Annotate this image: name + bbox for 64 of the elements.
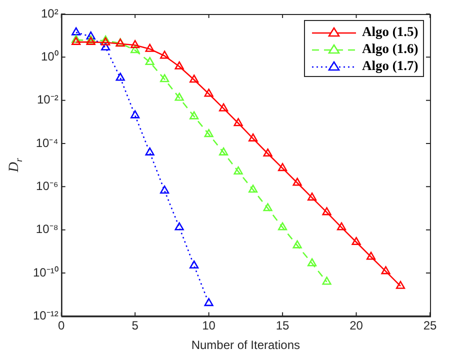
point — [130, 110, 140, 118]
point — [190, 260, 199, 269]
point — [307, 192, 317, 201]
point — [101, 37, 110, 46]
y-tick-label: 10⁻⁸ — [36, 222, 58, 236]
x-tick-label: 5 — [132, 318, 139, 333]
point — [381, 266, 390, 274]
point — [234, 166, 243, 174]
point — [234, 118, 243, 126]
point — [160, 186, 170, 194]
point — [204, 88, 214, 97]
point — [278, 222, 288, 230]
x-tick-label: 0 — [58, 318, 65, 333]
point — [396, 280, 406, 289]
y-tick-label: 10⁰ — [40, 49, 58, 64]
point — [366, 252, 376, 260]
x-tick-label: 20 — [350, 318, 364, 333]
y-tick-label: 10⁻¹² — [33, 308, 58, 323]
point — [101, 42, 110, 50]
legend-label: Algo (1.6) — [362, 40, 418, 56]
y-tick-label: 10² — [41, 6, 58, 20]
point — [174, 61, 184, 70]
point — [145, 44, 154, 52]
point — [322, 276, 332, 285]
point — [86, 31, 96, 40]
point — [292, 240, 302, 248]
y-axis-title: Dr — [7, 158, 25, 174]
point — [204, 298, 214, 306]
point — [352, 236, 361, 246]
point — [248, 184, 258, 193]
point — [263, 203, 272, 212]
point — [72, 36, 81, 45]
point — [72, 27, 81, 36]
point — [219, 103, 228, 112]
point — [190, 111, 199, 120]
point — [174, 222, 184, 230]
x-tick-label: 15 — [276, 318, 290, 333]
point — [248, 133, 258, 142]
x-axis-title: Number of Iterations — [191, 338, 300, 352]
point — [204, 129, 214, 138]
legend-label: Algo (1.7) — [362, 58, 418, 74]
point — [307, 258, 317, 266]
y-tick-label: 10⁻⁴ — [36, 136, 58, 150]
point — [292, 178, 302, 186]
y-tick-label: 10⁻⁶ — [36, 179, 58, 193]
point — [190, 74, 199, 83]
x-tick-label: 25 — [423, 318, 437, 333]
point — [116, 72, 125, 81]
point — [145, 56, 154, 66]
y-tick-label: 10⁻² — [37, 92, 58, 107]
point — [263, 148, 272, 157]
legend-label: Algo (1.5) — [362, 24, 418, 40]
point — [174, 92, 184, 101]
point — [336, 222, 346, 230]
point — [145, 147, 154, 156]
point — [278, 163, 288, 172]
point — [160, 74, 170, 82]
point — [130, 45, 140, 54]
y-tick-label: 10⁻¹⁰ — [33, 265, 58, 280]
point — [160, 50, 170, 59]
point — [130, 40, 140, 48]
point — [219, 147, 228, 156]
point — [322, 207, 332, 216]
x-tick-label: 10 — [202, 318, 216, 333]
